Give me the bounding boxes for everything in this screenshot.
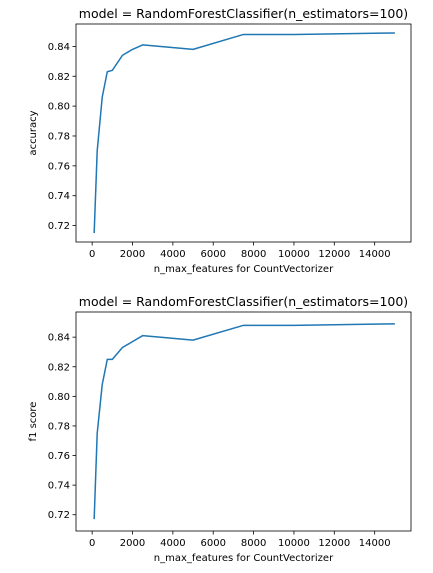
y-tick-label: 0.72	[48, 510, 70, 521]
x-tick-label: 12000	[318, 249, 350, 260]
x-tick-label: 12000	[318, 538, 350, 549]
x-tick-label: 10000	[278, 538, 310, 549]
x-tick-label: 14000	[359, 249, 391, 260]
x-tick-label: 8000	[241, 538, 266, 549]
x-tick-label: 0	[89, 538, 95, 549]
x-tick-label: 4000	[160, 249, 185, 260]
accuracy-subplot: model = RandomForestClassifier(n_estimat…	[28, 6, 412, 275]
y-tick-label: 0.84	[48, 42, 70, 53]
x-ticks: 0 2000 4000 6000 8000 10000 12000 14000	[89, 531, 391, 549]
x-tick-label: 2000	[120, 538, 145, 549]
plot-frame	[75, 23, 412, 243]
y-tick-label: 0.74	[48, 191, 70, 202]
y-tick-label: 0.74	[48, 481, 70, 492]
y-tick-label: 0.82	[48, 362, 70, 373]
y-axis-label: accuracy	[28, 110, 39, 155]
y-tick-label: 0.76	[48, 161, 70, 172]
y-tick-label: 0.76	[48, 451, 70, 462]
x-tick-label: 6000	[201, 538, 226, 549]
x-tick-label: 0	[89, 249, 95, 260]
x-axis-label: n_max_features for CountVectorizer	[154, 264, 334, 275]
f1-score-subplot: model = RandomForestClassifier(n_estimat…	[28, 294, 412, 564]
y-tick-label: 0.84	[48, 333, 70, 344]
x-tick-label: 8000	[241, 249, 266, 260]
y-tick-label: 0.72	[48, 221, 70, 232]
y-tick-label: 0.78	[48, 131, 70, 142]
y-ticks: 0.72 0.74 0.76 0.78 0.80 0.82 0.84	[48, 42, 76, 232]
f1-score-series-line	[93, 323, 395, 520]
x-ticks: 0 2000 4000 6000 8000 10000 12000 14000	[89, 242, 391, 260]
accuracy-series-line	[93, 32, 395, 234]
x-tick-label: 14000	[359, 538, 391, 549]
y-tick-label: 0.78	[48, 421, 70, 432]
y-ticks: 0.72 0.74 0.76 0.78 0.80 0.82 0.84	[48, 333, 76, 521]
x-axis-label: n_max_features for CountVectorizer	[154, 553, 334, 564]
y-axis-label: f1 score	[28, 402, 39, 442]
x-tick-label: 4000	[160, 538, 185, 549]
x-tick-label: 10000	[278, 249, 310, 260]
plot-frame	[75, 311, 412, 532]
chart-title: model = RandomForestClassifier(n_estimat…	[79, 294, 408, 309]
x-tick-label: 6000	[201, 249, 226, 260]
y-tick-label: 0.80	[48, 102, 70, 113]
x-tick-label: 2000	[120, 249, 145, 260]
chart-title: model = RandomForestClassifier(n_estimat…	[79, 6, 408, 21]
y-tick-label: 0.80	[48, 392, 70, 403]
y-tick-label: 0.82	[48, 72, 70, 83]
